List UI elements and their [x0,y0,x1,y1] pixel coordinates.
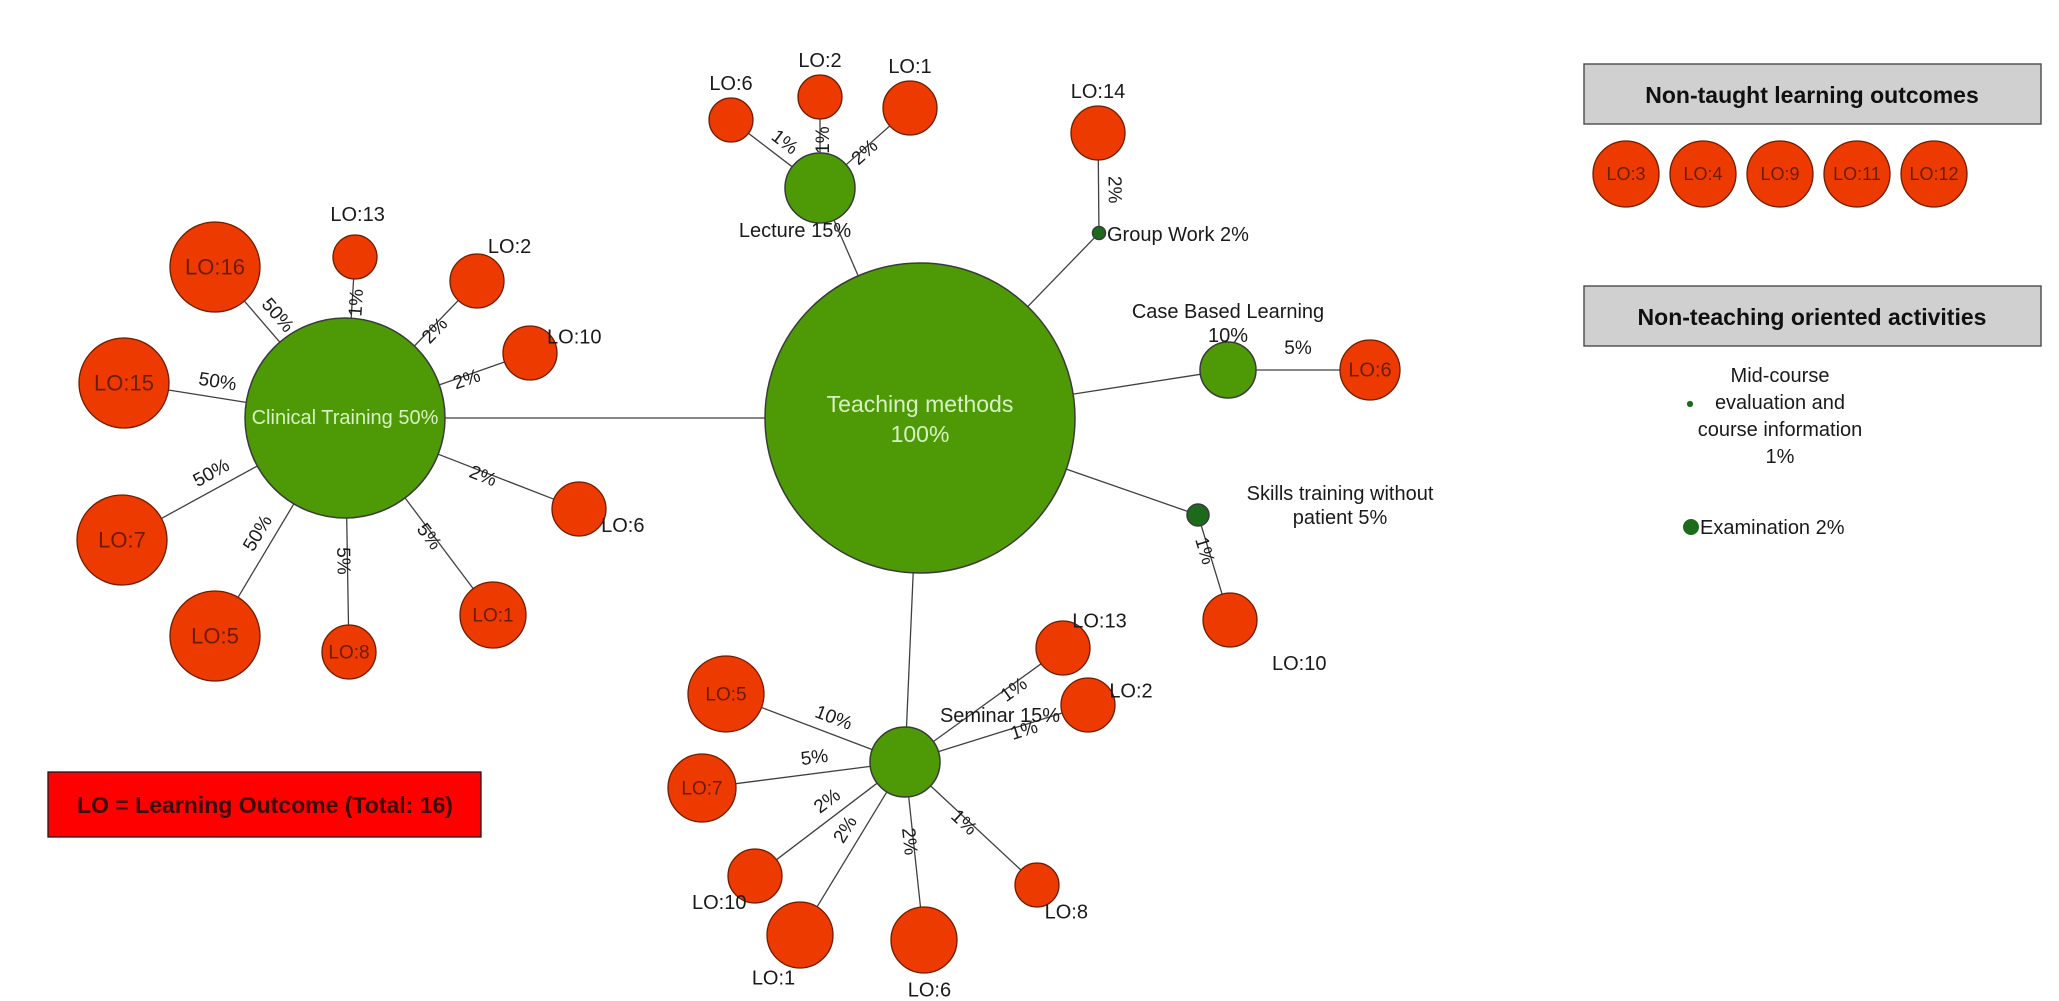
svg-text:LO:14: LO:14 [1071,81,1125,103]
svg-text:Teaching methods: Teaching methods [827,391,1014,417]
svg-text:LO:5: LO:5 [191,623,239,648]
svg-text:patient 5%: patient 5% [1293,507,1388,529]
svg-text:1%: 1% [1190,535,1218,567]
svg-text:LO:2: LO:2 [798,50,841,72]
svg-text:5%: 5% [332,547,353,575]
svg-text:2%: 2% [810,785,845,818]
svg-text:LO:10: LO:10 [692,892,746,914]
svg-text:2%: 2% [848,136,883,170]
svg-text:LO:6: LO:6 [601,515,644,537]
svg-text:LO:4: LO:4 [1683,164,1722,184]
svg-text:Group Work 2%: Group Work 2% [1107,224,1249,246]
svg-text:5%: 5% [800,746,830,770]
svg-text:LO:11: LO:11 [1833,164,1881,184]
svg-text:LO:7: LO:7 [681,778,722,799]
svg-text:2%: 2% [466,462,499,492]
svg-text:LO:15: LO:15 [94,370,154,395]
svg-text:LO:1: LO:1 [752,968,795,990]
svg-text:LO:6: LO:6 [1348,360,1391,382]
svg-text:LO:16: LO:16 [185,254,245,279]
svg-text:Lecture 15%: Lecture 15% [739,220,852,242]
svg-text:LO:12: LO:12 [1909,164,1958,184]
svg-text:LO:13: LO:13 [1072,611,1126,633]
svg-text:1%: 1% [997,673,1032,706]
svg-text:LO:2: LO:2 [488,236,531,258]
svg-text:Clinical Training 50%: Clinical Training 50% [252,407,439,429]
svg-text:1%: 1% [1766,446,1795,468]
svg-text:1%: 1% [946,806,980,840]
svg-text:LO:2: LO:2 [1109,681,1152,703]
svg-text:LO:13: LO:13 [330,204,384,226]
svg-text:1%: 1% [767,126,802,159]
svg-text:50%: 50% [257,294,298,337]
svg-text:10%: 10% [1208,325,1248,347]
svg-text:evaluation and: evaluation and [1715,392,1845,414]
svg-text:LO = Learning Outcome (Total:: LO = Learning Outcome (Total: 16) [77,792,453,818]
svg-text:Skills training without: Skills training without [1247,483,1434,505]
svg-text:Non-teaching oriented activiti: Non-teaching oriented activities [1638,304,1987,330]
svg-text:LO:9: LO:9 [1760,164,1799,184]
svg-text:5%: 5% [1284,338,1312,359]
svg-text:Non-taught learning outcomes: Non-taught learning outcomes [1645,82,1979,108]
svg-text:100%: 100% [891,421,950,447]
svg-text:10%: 10% [812,702,855,735]
svg-text:50%: 50% [197,369,238,396]
svg-text:LO:8: LO:8 [328,642,369,663]
svg-text:course information: course information [1698,419,1863,441]
svg-text:LO:10: LO:10 [547,326,601,348]
svg-text:LO:10: LO:10 [1272,653,1326,675]
svg-text:Seminar 15%: Seminar 15% [940,705,1060,727]
svg-text:2%: 2% [450,365,483,394]
svg-text:LO:6: LO:6 [908,980,951,1001]
svg-text:LO:1: LO:1 [888,56,931,78]
svg-text:LO:8: LO:8 [1045,901,1088,923]
svg-text:Examination 2%: Examination 2% [1700,517,1845,539]
svg-text:2%: 2% [1103,176,1124,204]
svg-text:LO:5: LO:5 [705,684,746,705]
svg-text:LO:3: LO:3 [1606,164,1645,184]
svg-text:2%: 2% [897,827,921,857]
svg-text:LO:6: LO:6 [709,73,752,95]
svg-text:Mid-course: Mid-course [1731,365,1830,387]
svg-text:50%: 50% [239,512,277,556]
svg-text:LO:1: LO:1 [472,605,513,626]
svg-text:2%: 2% [418,314,452,348]
svg-text:50%: 50% [190,455,234,492]
svg-text:1%: 1% [813,126,834,154]
svg-text:Case Based Learning: Case Based Learning [1132,301,1324,323]
svg-text:LO:7: LO:7 [98,527,146,552]
svg-text:1%: 1% [345,288,368,317]
svg-text:5%: 5% [412,520,445,555]
